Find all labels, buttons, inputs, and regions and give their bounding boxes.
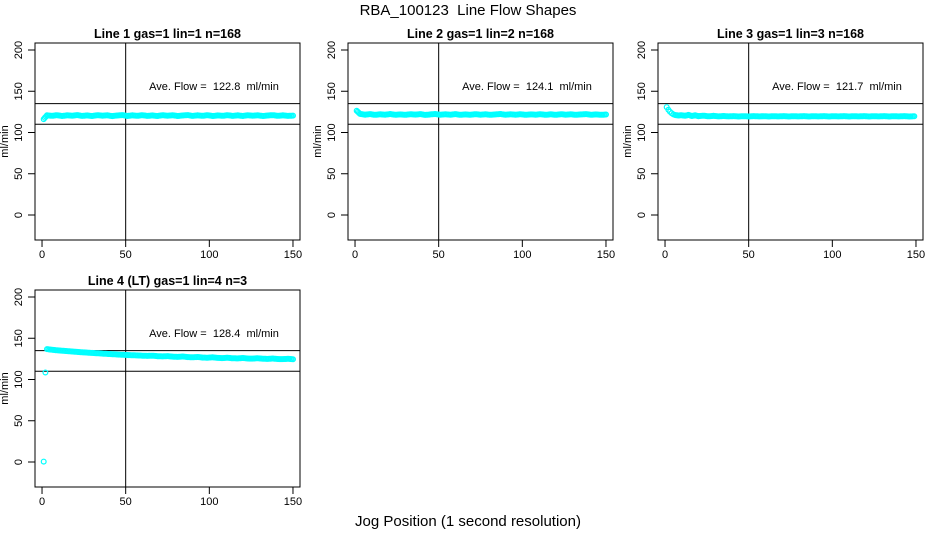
svg-text:100: 100	[200, 496, 218, 508]
svg-text:0: 0	[39, 249, 45, 261]
panel-4-plot-svg: 0 50 100 150 200 0 50 100 150 ml/min	[0, 288, 302, 508]
panel-3-title: Line 3 gas=1 lin=3 n=168	[717, 27, 864, 41]
svg-text:150: 150	[13, 82, 25, 100]
svg-text:150: 150	[597, 249, 615, 261]
svg-text:0: 0	[636, 212, 648, 218]
panel-1-ave-flow-annotation: Ave. Flow = 122.8 ml/min	[149, 81, 279, 93]
svg-text:200: 200	[13, 288, 25, 306]
svg-text:150: 150	[284, 496, 302, 508]
svg-text:ml/min: ml/min	[623, 125, 634, 157]
svg-text:50: 50	[743, 249, 755, 261]
svg-text:ml/min: ml/min	[313, 125, 324, 157]
svg-text:0: 0	[39, 496, 45, 508]
svg-text:ml/min: ml/min	[0, 372, 11, 404]
svg-text:150: 150	[284, 249, 302, 261]
panel-1-title: Line 1 gas=1 lin=1 n=168	[94, 27, 241, 41]
svg-text:150: 150	[13, 329, 25, 347]
svg-text:150: 150	[907, 249, 925, 261]
svg-text:0: 0	[352, 249, 358, 261]
svg-text:0: 0	[13, 459, 25, 465]
panel-3-ave-flow-annotation: Ave. Flow = 121.7 ml/min	[772, 81, 902, 93]
svg-text:100: 100	[513, 249, 531, 261]
panel-2-ave-flow-annotation: Ave. Flow = 124.1 ml/min	[462, 81, 592, 93]
panel-line-1: Line 1 gas=1 lin=1 n=168 0 50 100 150 200 0 50…	[0, 20, 320, 270]
panel-line-4: Line 4 (LT) gas=1 lin=4 n=3 0 50 100 150 200…	[0, 267, 320, 517]
svg-text:100: 100	[13, 123, 25, 141]
svg-text:150: 150	[636, 82, 648, 100]
svg-text:ml/min: ml/min	[0, 125, 11, 157]
svg-text:0: 0	[662, 249, 668, 261]
svg-text:100: 100	[200, 249, 218, 261]
panel-line-2: Line 2 gas=1 lin=2 n=168 0 50 100 150 200 0 50…	[313, 20, 633, 270]
svg-text:100: 100	[636, 123, 648, 141]
svg-text:0: 0	[326, 212, 338, 218]
svg-text:50: 50	[433, 249, 445, 261]
svg-text:200: 200	[636, 41, 648, 59]
svg-text:200: 200	[13, 41, 25, 59]
x-axis-label: Jog Position (1 second resolution)	[355, 513, 581, 530]
svg-text:100: 100	[823, 249, 841, 261]
panel-3-plot-svg: 0 50 100 150 200 0 50 100 150 ml/min	[623, 41, 925, 261]
svg-text:200: 200	[326, 41, 338, 59]
svg-text:0: 0	[13, 212, 25, 218]
svg-text:100: 100	[326, 123, 338, 141]
panel-1-plot-svg: 0 50 100 150 200 0 50 100 150 ml/min	[0, 41, 302, 261]
panel-2-title: Line 2 gas=1 lin=2 n=168	[407, 27, 554, 41]
svg-text:50: 50	[120, 249, 132, 261]
svg-text:50: 50	[13, 415, 25, 427]
svg-text:50: 50	[636, 168, 648, 180]
panel-4-ave-flow-annotation: Ave. Flow = 128.4 ml/min	[149, 328, 279, 340]
panel-2-plot-svg: 0 50 100 150 200 0 50 100 150 ml/min	[313, 41, 615, 261]
svg-text:150: 150	[326, 82, 338, 100]
page-title: RBA_100123 Line Flow Shapes	[359, 2, 577, 19]
svg-text:100: 100	[13, 370, 25, 388]
svg-text:50: 50	[13, 168, 25, 180]
svg-text:50: 50	[326, 168, 338, 180]
svg-text:50: 50	[120, 496, 132, 508]
panel-4-title: Line 4 (LT) gas=1 lin=4 n=3	[87, 274, 248, 288]
panel-line-3: Line 3 gas=1 lin=3 n=168 0 50 100 150 200 0 50…	[623, 20, 936, 270]
